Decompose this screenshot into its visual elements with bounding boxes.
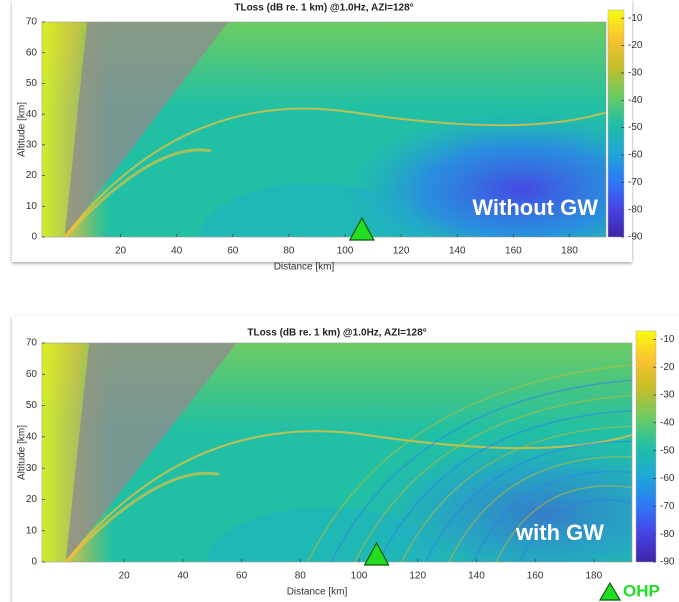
field-shade bbox=[354, 394, 632, 562]
colorbar-tick-label: -90 bbox=[660, 557, 675, 568]
field-shade bbox=[330, 379, 632, 562]
colorbar-tick-label: -50 bbox=[628, 122, 643, 133]
colorbar-tick-label: -90 bbox=[628, 232, 643, 243]
station-marker bbox=[363, 541, 390, 566]
x-tick-label: 120 bbox=[409, 571, 426, 582]
field-shade bbox=[340, 108, 606, 237]
x-tick-label: 100 bbox=[337, 246, 354, 257]
x-tick-label: 60 bbox=[236, 571, 248, 582]
field-shade bbox=[64, 471, 220, 562]
marker-label: OHP bbox=[623, 581, 660, 600]
field-shade bbox=[472, 470, 632, 562]
colorbar-tick-label: -10 bbox=[660, 334, 675, 345]
field-shade bbox=[306, 364, 632, 562]
x-tick-label: 60 bbox=[227, 246, 239, 257]
field-shade bbox=[207, 507, 444, 562]
y-tick-label: 40 bbox=[26, 109, 38, 120]
y-tick-label: 70 bbox=[26, 17, 38, 28]
colorbar-tick-label: -50 bbox=[660, 445, 675, 456]
station-marker bbox=[348, 216, 375, 241]
y-tick-label: 20 bbox=[26, 170, 38, 181]
colorbar-tick-label: -30 bbox=[628, 68, 643, 79]
y-axis-label: Altitude [km] bbox=[17, 102, 28, 157]
field-shade bbox=[65, 343, 237, 562]
heatmap bbox=[42, 22, 606, 237]
x-tick-label: 180 bbox=[585, 571, 602, 582]
colorbar bbox=[635, 330, 657, 563]
x-tick-label: 100 bbox=[351, 571, 368, 582]
y-tick-label: 60 bbox=[26, 47, 38, 58]
field-shade bbox=[519, 498, 632, 562]
plot-border bbox=[41, 21, 607, 238]
colorbar-tick-label: -70 bbox=[660, 501, 675, 512]
y-tick-label: 60 bbox=[26, 369, 38, 380]
x-axis-label: Distance [km] bbox=[274, 262, 335, 273]
colorbar-tick-label: -40 bbox=[660, 417, 675, 428]
chart-title: TLoss (dB re. 1 km) @1.0Hz, AZI=128° bbox=[234, 3, 413, 14]
field-shade bbox=[64, 430, 632, 562]
y-tick-label: 10 bbox=[26, 201, 38, 212]
field-shade bbox=[63, 148, 212, 237]
x-tick-label: 140 bbox=[468, 571, 485, 582]
x-tick-label: 20 bbox=[115, 246, 127, 257]
colorbar-tick-label: -80 bbox=[660, 529, 675, 540]
field-shade bbox=[63, 107, 606, 237]
colorbar-tick-label: -10 bbox=[628, 13, 643, 24]
colorbar-tick-label: -70 bbox=[628, 177, 643, 188]
x-tick-label: 80 bbox=[295, 571, 307, 582]
y-tick-label: 0 bbox=[31, 232, 37, 243]
colorbar-tick-label: -60 bbox=[628, 150, 643, 161]
x-tick-label: 160 bbox=[527, 571, 544, 582]
field-shade bbox=[64, 22, 229, 237]
x-tick-label: 140 bbox=[449, 246, 466, 257]
annotation: Without GW bbox=[472, 195, 598, 220]
colorbar-tick-label: -60 bbox=[660, 473, 675, 484]
y-tick-label: 50 bbox=[26, 400, 38, 411]
field-shade bbox=[377, 410, 632, 562]
x-tick-label: 80 bbox=[283, 246, 295, 257]
y-tick-label: 40 bbox=[26, 431, 38, 442]
colorbar-tick-label: -40 bbox=[628, 95, 643, 106]
colorbar-tick-label: -20 bbox=[628, 40, 643, 51]
chart-title: TLoss (dB re. 1 km) @1.0Hz, AZI=128° bbox=[247, 328, 426, 339]
field-shade bbox=[495, 485, 632, 562]
y-tick-label: 30 bbox=[26, 463, 38, 474]
x-tick-label: 120 bbox=[393, 246, 410, 257]
annotation: with GW bbox=[515, 520, 604, 545]
x-tick-label: 160 bbox=[505, 246, 522, 257]
heatmap bbox=[42, 343, 632, 562]
y-axis-label: Altitude [km] bbox=[17, 425, 28, 480]
field-shade bbox=[199, 183, 426, 237]
colorbar-tick-label: -80 bbox=[628, 204, 643, 215]
y-tick-label: 50 bbox=[26, 78, 38, 89]
plot-border bbox=[41, 342, 633, 563]
y-tick-label: 20 bbox=[26, 494, 38, 505]
x-tick-label: 40 bbox=[177, 571, 189, 582]
colorbar-tick-label: -30 bbox=[660, 390, 675, 401]
legend-marker bbox=[598, 581, 622, 601]
y-tick-label: 70 bbox=[26, 338, 38, 349]
x-tick-label: 180 bbox=[561, 246, 578, 257]
field-shade bbox=[401, 425, 632, 562]
y-tick-label: 10 bbox=[26, 525, 38, 536]
y-tick-label: 30 bbox=[26, 139, 38, 150]
colorbar-tick-label: -20 bbox=[660, 362, 675, 373]
colorbar bbox=[607, 9, 625, 238]
x-tick-label: 40 bbox=[171, 246, 183, 257]
y-tick-label: 0 bbox=[31, 557, 37, 568]
field-shade bbox=[424, 440, 632, 562]
field-shade bbox=[448, 456, 632, 562]
x-axis-label: Distance [km] bbox=[287, 587, 348, 598]
x-tick-label: 20 bbox=[119, 571, 131, 582]
